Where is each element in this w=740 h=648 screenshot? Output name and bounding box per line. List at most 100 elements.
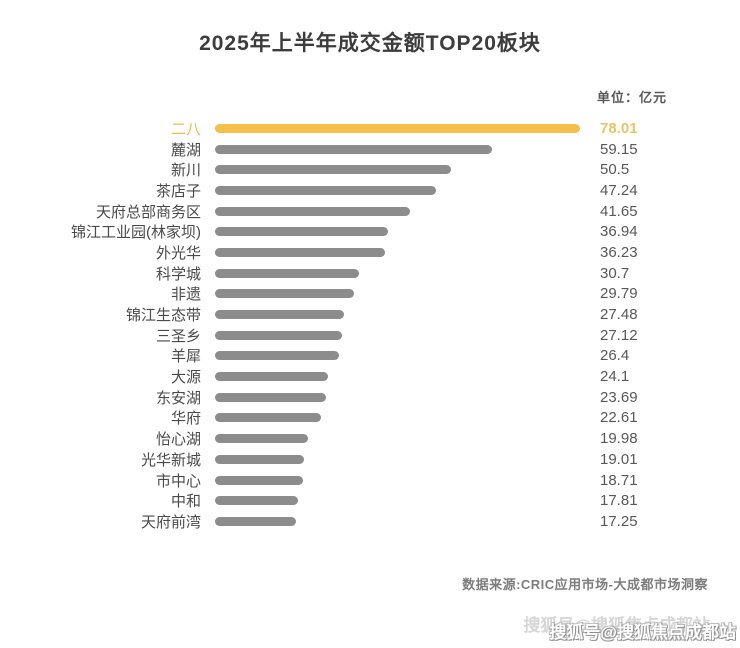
- bar: [215, 516, 296, 526]
- bar: [215, 206, 410, 216]
- value-label: 29.79: [600, 285, 638, 303]
- category-label: 市中心: [155, 472, 201, 490]
- value-label: 27.48: [600, 306, 638, 324]
- bar: [215, 123, 580, 133]
- bar-track: [215, 289, 580, 299]
- bar-track: [215, 475, 580, 485]
- bar: [215, 185, 437, 195]
- bar: [215, 351, 339, 361]
- value-label: 30.7: [600, 264, 630, 282]
- category-label: 外光华: [155, 244, 201, 262]
- chart-row: 麓湖 59.15: [0, 139, 740, 160]
- bar-track: [215, 454, 580, 464]
- unit-label: 单位：亿元: [597, 90, 668, 105]
- chart-row: 东安湖 23.69: [0, 387, 740, 408]
- value-label: 36.94: [600, 223, 638, 241]
- category-label: 二八: [170, 120, 201, 138]
- value-label: 50.5: [600, 161, 630, 179]
- chart-row: 天府总部商务区 41.65: [0, 201, 740, 222]
- chart-row: 光华新城 19.01: [0, 449, 740, 470]
- bar: [215, 475, 303, 485]
- data-source-note: 数据来源:CRIC应用市场-大成都市场洞察: [462, 577, 708, 592]
- bar-track: [215, 434, 580, 444]
- category-label: 锦江工业园(林家坝): [71, 224, 201, 242]
- bar: [215, 434, 309, 444]
- bar-track: [215, 123, 580, 133]
- category-label: 茶店子: [155, 182, 201, 200]
- value-label: 22.61: [600, 409, 638, 427]
- bar: [215, 310, 344, 320]
- category-label: 新川: [170, 162, 201, 180]
- bar-track: [215, 165, 580, 175]
- bar-track: [215, 351, 580, 361]
- category-label: 光华新城: [140, 451, 201, 469]
- category-label: 锦江生态带: [125, 307, 201, 325]
- value-label: 36.23: [600, 243, 638, 261]
- value-label: 18.71: [600, 471, 638, 489]
- category-label: 科学城: [155, 265, 201, 283]
- bar-track: [215, 392, 580, 402]
- value-label: 17.81: [600, 492, 638, 510]
- category-label: 三圣乡: [155, 327, 201, 345]
- value-label: 24.1: [600, 368, 630, 386]
- value-label: 47.24: [600, 181, 638, 199]
- category-label: 东安湖: [155, 389, 201, 407]
- bar: [215, 413, 321, 423]
- bar-track: [215, 247, 580, 257]
- chart-row: 怡心湖 19.98: [0, 428, 740, 449]
- value-label: 17.25: [600, 512, 638, 530]
- value-label: 19.98: [600, 430, 638, 448]
- category-label: 大源: [170, 369, 201, 387]
- bar-track: [215, 268, 580, 278]
- chart-row: 市中心 18.71: [0, 470, 740, 491]
- bar: [215, 372, 328, 382]
- value-label: 41.65: [600, 202, 638, 220]
- category-label: 天府前湾: [140, 513, 201, 531]
- value-label: 78.01: [600, 119, 638, 137]
- bar: [215, 330, 342, 340]
- chart-row: 大源 24.1: [0, 366, 740, 387]
- bar-track: [215, 144, 580, 154]
- bar: [215, 454, 304, 464]
- chart-rows: 二八 78.01 麓湖 59.15 新川 50.5 茶店子 47.24 天府总部商务区 41.65…: [0, 118, 740, 532]
- chart-row: 科学城 30.7: [0, 263, 740, 284]
- chart-row: 三圣乡 27.12: [0, 325, 740, 346]
- value-label: 59.15: [600, 140, 638, 158]
- bar-track: [215, 310, 580, 320]
- bar-track: [215, 496, 580, 506]
- value-label: 27.12: [600, 326, 638, 344]
- category-label: 怡心湖: [155, 431, 201, 449]
- bar-track: [215, 206, 580, 216]
- chart-row: 羊犀 26.4: [0, 346, 740, 367]
- chart-row: 非遗 29.79: [0, 284, 740, 305]
- bar: [215, 144, 492, 154]
- bar: [215, 227, 388, 237]
- bar: [215, 289, 355, 299]
- chart-row: 茶店子 47.24: [0, 180, 740, 201]
- value-label: 19.01: [600, 450, 638, 468]
- bar-track: [215, 185, 580, 195]
- chart-row: 新川 50.5: [0, 159, 740, 180]
- value-label: 23.69: [600, 388, 638, 406]
- watermark-text: 搜狐号@搜狐焦点成都站: [549, 623, 736, 642]
- category-label: 中和: [170, 493, 201, 511]
- bar: [215, 247, 385, 257]
- chart-row: 天府前湾 17.25: [0, 511, 740, 532]
- category-label: 麓湖: [170, 141, 201, 159]
- category-label: 羊犀: [170, 348, 201, 366]
- bar: [215, 496, 299, 506]
- bar-track: [215, 330, 580, 340]
- chart-row: 外光华 36.23: [0, 242, 740, 263]
- chart-row: 二八 78.01: [0, 118, 740, 139]
- category-label: 天府总部商务区: [95, 203, 201, 221]
- chart-row: 锦江生态带 27.48: [0, 304, 740, 325]
- bar-track: [215, 227, 580, 237]
- chart-row: 中和 17.81: [0, 490, 740, 511]
- chart-title: 2025年上半年成交金额TOP20板块: [199, 32, 541, 55]
- chart-row: 华府 22.61: [0, 408, 740, 429]
- bar: [215, 165, 452, 175]
- bar-track: [215, 372, 580, 382]
- category-label: 非遗: [170, 286, 201, 304]
- value-label: 26.4: [600, 347, 630, 365]
